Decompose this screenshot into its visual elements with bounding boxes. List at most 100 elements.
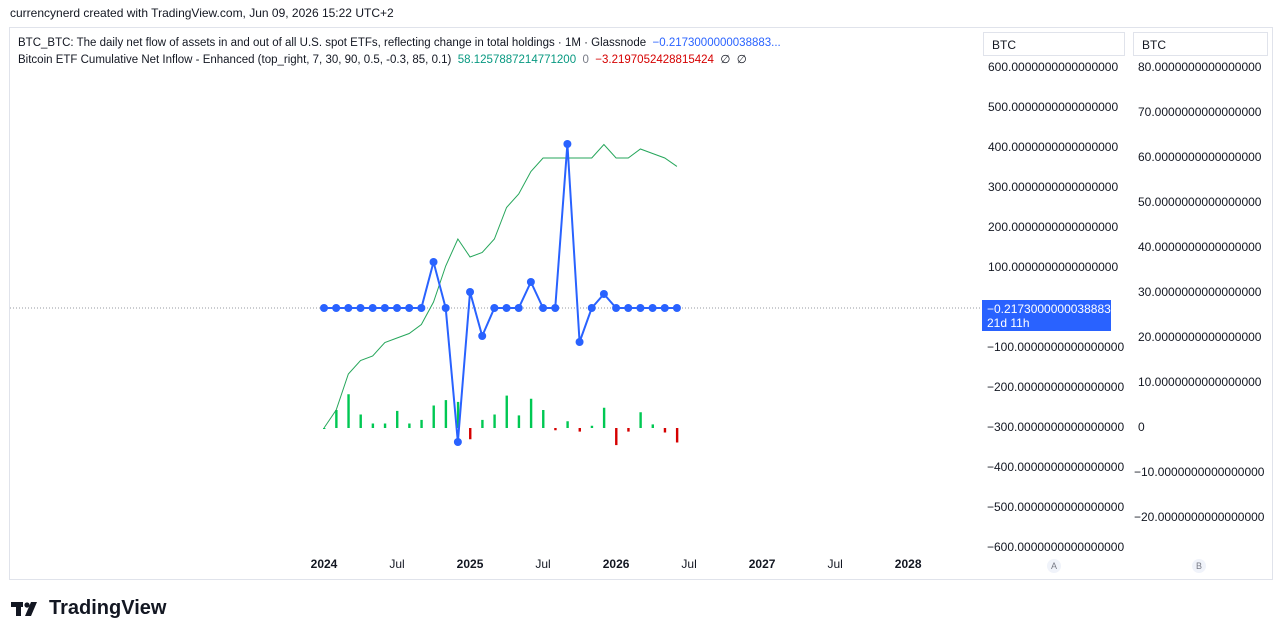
axis-b-tick-label: −20.0000000000000000 — [1134, 510, 1265, 524]
net-flow-point — [466, 288, 475, 296]
net-flow-point — [344, 304, 353, 312]
net-flow-point — [660, 304, 669, 312]
time-axis-label: Jul — [389, 557, 405, 571]
histogram-bar — [663, 428, 667, 433]
net-flow-point — [441, 304, 450, 312]
histogram-bar — [675, 428, 679, 443]
net-flow-point — [526, 278, 535, 286]
net-flow-point — [624, 304, 633, 312]
histogram-bar — [578, 428, 581, 432]
time-axis-label: 2026 — [602, 557, 630, 571]
legend-indicator-name: Bitcoin ETF Cumulative Net Inflow - Enha… — [18, 54, 452, 66]
histogram-bar — [529, 398, 533, 428]
net-flow-point — [429, 258, 438, 266]
axis-a-tick-label: 300.0000000000000000 — [988, 180, 1119, 194]
axis-b-tick-label: 0 — [1138, 420, 1145, 434]
price-axis-a-title[interactable]: BTC — [983, 32, 1125, 56]
histogram-bar — [639, 412, 642, 428]
chart-credit: currencynerd created with TradingView.co… — [10, 6, 394, 20]
histogram-bar — [444, 400, 448, 428]
legend-indicator-value-1: 58.1257887214771200 — [457, 54, 577, 66]
histogram-bar — [469, 428, 472, 440]
net-flow-point — [563, 140, 572, 148]
histogram-bar — [371, 423, 375, 428]
histogram-bar — [651, 424, 654, 428]
net-flow-point — [612, 304, 621, 312]
axis-a-tick-label: 400.0000000000000000 — [988, 140, 1119, 154]
axis-b-tick-label: −10.0000000000000000 — [1134, 465, 1265, 479]
time-axis-label: 2025 — [456, 557, 484, 571]
histogram-bar — [493, 414, 496, 428]
axis-a-tick-label: −600.0000000000000000 — [987, 540, 1125, 554]
axis-a-tick-label: 200.0000000000000000 — [988, 220, 1119, 234]
time-axis-label: 2027 — [748, 557, 776, 571]
net-flow-point — [417, 304, 426, 312]
histogram-bar — [335, 410, 338, 428]
time-axis-label: 2028 — [894, 557, 922, 571]
net-flow-point — [380, 304, 389, 312]
axis-b-chip[interactable]: B — [1192, 559, 1206, 573]
histogram-bar — [627, 428, 630, 432]
histogram-bar — [602, 407, 606, 428]
axis-a-tick-label: −200.0000000000000000 — [987, 380, 1125, 394]
axis-a-tick-label: −100.0000000000000000 — [987, 340, 1125, 354]
net-flow-point — [490, 304, 499, 312]
axis-b-tick-label: 50.0000000000000000 — [1138, 195, 1262, 209]
net-flow-point — [405, 304, 414, 312]
plot-area[interactable] — [10, 28, 982, 550]
legend-flow-name: BTC_BTC: The daily net flow of assets in… — [18, 37, 647, 49]
net-flow-point — [368, 304, 377, 312]
net-flow-point — [478, 332, 487, 340]
axis-a-tick-label: 600.0000000000000000 — [988, 60, 1119, 74]
axis-a-chip[interactable]: A — [1047, 559, 1061, 573]
axis-b-tick-label: 40.0000000000000000 — [1138, 240, 1262, 254]
legend-indicator-value-5: ∅ — [736, 54, 747, 66]
axis-a-tick-label: 500.0000000000000000 — [988, 100, 1119, 114]
axis-a-tick-label: −400.0000000000000000 — [987, 460, 1125, 474]
net-flow-point — [575, 338, 584, 346]
net-flow-point — [453, 438, 462, 446]
histogram-bar — [481, 419, 484, 428]
time-axis-label: Jul — [827, 557, 843, 571]
axis-b-tick-label: 20.0000000000000000 — [1138, 330, 1262, 344]
time-axis-label: Jul — [535, 557, 551, 571]
axis-b-tick-label: 70.0000000000000000 — [1138, 105, 1262, 119]
bar-countdown: 21d 11h — [987, 316, 1030, 330]
histogram-bar — [505, 395, 508, 428]
axis-b-tick-label: 80.0000000000000000 — [1138, 60, 1262, 74]
axis-b-tick-label: 60.0000000000000000 — [1138, 150, 1262, 164]
histogram-bar — [542, 410, 545, 428]
net-flow-point — [320, 304, 328, 312]
legend-line-flow[interactable]: BTC_BTC: The daily net flow of assets in… — [18, 35, 781, 52]
axis-b-tick-label: 10.0000000000000000 — [1138, 375, 1262, 389]
net-flow-point — [551, 304, 560, 312]
axis-a-tick-label: −500.0000000000000000 — [987, 500, 1125, 514]
legend-indicator-value-3: −3.2197052428815424 — [595, 54, 714, 66]
histogram-bar — [566, 421, 569, 428]
net-flow-point — [393, 304, 402, 312]
net-flow-point — [587, 304, 596, 312]
axis-b-tick-label: 30.0000000000000000 — [1138, 285, 1262, 299]
histogram-bar — [347, 394, 350, 428]
cumulative-inflow-line — [323, 143, 678, 429]
time-axis-label: Jul — [681, 557, 697, 571]
net-flow-point — [636, 304, 645, 312]
net-flow-point — [672, 304, 681, 312]
price-axis-b-title[interactable]: BTC — [1133, 32, 1268, 56]
net-flow-point — [332, 304, 341, 312]
time-axis-label: 2024 — [310, 557, 338, 571]
axis-a-tick-label: −300.0000000000000000 — [987, 420, 1125, 434]
histogram-bar — [359, 414, 362, 428]
net-flow-point — [502, 304, 511, 312]
histogram-bar — [615, 428, 618, 446]
histogram-bar — [396, 410, 399, 428]
tradingview-logo[interactable]: TradingView — [11, 597, 166, 620]
net-flow-point — [514, 304, 523, 312]
histogram-bar — [420, 419, 423, 428]
histogram-bar — [590, 425, 594, 428]
net-flow-point — [599, 290, 608, 298]
legend-line-indicator[interactable]: Bitcoin ETF Cumulative Net Inflow - Enha… — [18, 52, 781, 69]
legend-indicator-value-2: 0 — [582, 54, 589, 66]
histogram-bar — [432, 405, 435, 428]
axis-a-tick-label: 100.0000000000000000 — [988, 260, 1119, 274]
